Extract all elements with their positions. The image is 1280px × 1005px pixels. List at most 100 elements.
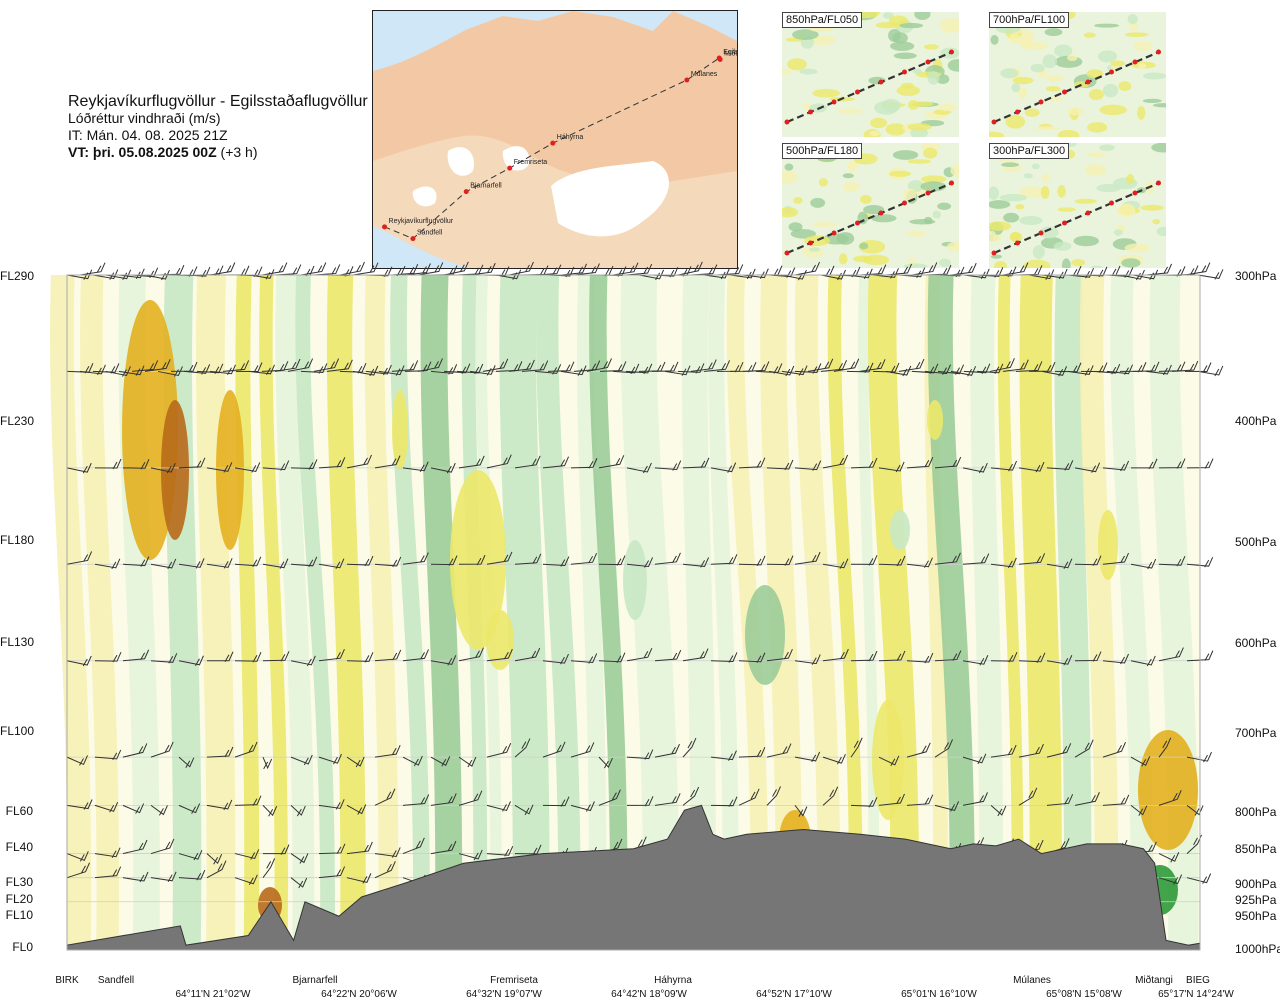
wind-barb [318,753,342,765]
wind-barb [326,359,353,372]
wind-barb [178,803,201,814]
velocity-cell [258,887,282,923]
velocity-band [708,275,739,950]
wind-barb [262,460,290,471]
velocity-band [235,275,260,950]
wind-barb [318,843,346,855]
wind-barb [934,552,961,565]
variable-label: Lóðréttur vindhraði (m/s) [68,110,221,126]
wind-barb [1197,365,1224,377]
route-waypoint [717,56,723,62]
wind-barb [560,365,587,376]
velocity-cell [450,470,506,650]
velocity-band [726,275,769,950]
velocity-band [1149,275,1199,950]
thumb-waypoint [1038,230,1044,236]
fl-label: FL130 [0,635,35,649]
wind-barb [934,650,962,662]
wind-barb [262,858,276,878]
thumb-field [1034,126,1062,131]
wind-barb [456,363,484,375]
velocity-band [50,275,92,950]
velocity-band [295,275,335,950]
wind-barb [682,457,710,469]
wind-barb [1018,553,1046,565]
wind-barbs [66,261,1224,890]
wind-barb [625,363,653,375]
wind-barb [710,554,738,565]
wind-barb [352,365,379,377]
wind-barb [738,837,760,855]
thumb-waypoint [1085,210,1091,216]
thumb-field [1071,259,1086,267]
thumb-field [1138,63,1147,70]
wind-barb [1158,790,1182,806]
velocity-band [681,275,716,950]
wind-barb [612,363,640,375]
wind-barb [248,364,275,376]
wind-barb [962,837,985,855]
wind-barb [122,839,148,855]
wind-barb [318,558,345,569]
wind-barb [822,648,849,662]
wind-barb [937,266,965,278]
panel-500hpa-label: 500hPa/FL180 [782,143,863,159]
wind-barb [346,841,373,855]
thumb-waypoint [831,230,837,236]
wind-barb [766,648,793,662]
wind-barb [290,754,313,766]
thumb-field [1124,32,1149,37]
thumb-field [859,242,869,250]
wind-barb [1132,361,1160,373]
velocity-band [461,275,488,950]
thumb-field [810,197,826,208]
wind-barb [542,456,570,469]
coord-label: 64°52'N 17°10'W [756,989,832,1000]
wind-barb [430,840,457,855]
wind-barb [755,265,783,277]
wind-barb [1002,359,1029,372]
wind-barb [878,848,905,859]
wind-barb [822,786,839,806]
wind-barb [766,847,793,858]
wind-barb [66,462,92,474]
valid-offset: (+3 h) [216,144,258,160]
wind-barb [710,796,738,807]
wind-barb [1018,743,1044,758]
velocity-band [927,275,975,950]
thumb-field [947,241,959,252]
thumb-field [1012,76,1034,85]
velocity-band [420,275,463,950]
velocity-cell [392,390,408,470]
wind-barb [486,648,513,662]
thumb-field [1003,212,1020,223]
chart-title-block: Reykjavíkurflugvöllur - Egilsstaðaflugvö… [68,93,368,161]
velocity-cell [872,700,904,820]
wind-barb [339,362,367,374]
wind-barb [1018,877,1035,889]
wind-barb [878,793,905,806]
thumb-field [920,175,947,184]
thumb-field [927,71,940,85]
hpa-label: 800hPa [1235,805,1277,819]
fl-label: FL180 [0,533,35,547]
wind-barb [738,746,766,758]
wind-barb [654,793,681,806]
wind-barb [94,651,122,663]
wind-barb [443,363,471,374]
velocity-band [970,275,1004,950]
thumb-field [1140,204,1165,211]
wind-barb [950,366,977,377]
wind-barb [430,874,455,885]
wind-barb [66,799,93,810]
wind-barb [822,843,850,855]
wind-barb [570,653,598,664]
wind-barb [542,873,567,885]
thumb-field [1127,13,1138,25]
wind-barb [654,851,677,862]
wind-barb [638,269,665,281]
thumb-field [939,258,951,268]
route-waypoint-label: Egilsstaðir [723,48,737,56]
wind-barb [346,454,372,469]
wind-barb [1186,650,1214,662]
